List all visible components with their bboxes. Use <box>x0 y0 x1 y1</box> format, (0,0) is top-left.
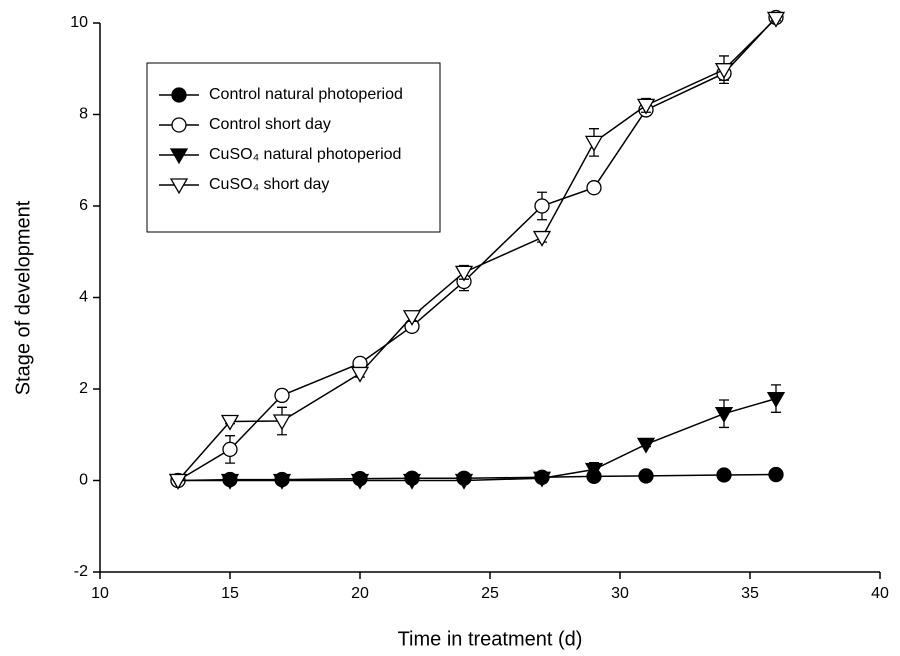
x-tick-label: 30 <box>611 585 629 602</box>
x-tick-label: 10 <box>91 585 109 602</box>
x-tick-label: 20 <box>351 585 369 602</box>
y-tick-label: 8 <box>79 106 88 123</box>
data-point <box>220 414 240 431</box>
data-point <box>584 135 604 152</box>
legend-label: CuSO₄ natural photoperiod <box>209 146 401 163</box>
data-point <box>222 441 238 458</box>
data-point <box>768 466 784 483</box>
y-tick-label: -2 <box>74 563 88 580</box>
data-point <box>586 180 602 196</box>
data-point <box>274 387 290 404</box>
data-point <box>220 473 240 490</box>
data-point <box>766 391 786 408</box>
data-point <box>272 414 292 431</box>
data-point <box>638 468 654 484</box>
legend-marker <box>171 117 187 133</box>
legend-label: CuSO₄ short day <box>209 176 329 193</box>
data-point <box>584 462 604 479</box>
data-point <box>716 467 732 483</box>
data-point <box>636 98 656 115</box>
data-point <box>168 473 188 490</box>
legend-marker <box>171 87 187 103</box>
data-point <box>532 230 552 247</box>
x-tick-label: 15 <box>221 585 239 602</box>
y-tick-label: 6 <box>79 197 88 214</box>
data-point <box>636 437 656 454</box>
data-point <box>402 310 422 327</box>
data-point <box>350 366 370 383</box>
data-point <box>534 198 550 214</box>
y-axis-title: Stage of development <box>12 200 34 395</box>
x-axis-title: Time in treatment (d) <box>398 628 583 650</box>
x-tick-label: 35 <box>741 585 759 602</box>
y-tick-label: 10 <box>70 14 88 31</box>
legend-label: Control short day <box>209 116 331 133</box>
y-tick-label: 4 <box>79 289 88 306</box>
legend-label: Control natural photoperiod <box>209 86 403 103</box>
legend-box <box>146 62 441 233</box>
legend-marker <box>169 148 189 165</box>
data-point <box>532 471 552 488</box>
data-point <box>454 265 474 282</box>
data-point <box>402 473 422 490</box>
data-point <box>272 473 292 490</box>
data-point <box>714 407 734 424</box>
x-tick-label: 40 <box>871 585 889 602</box>
y-tick-label: 0 <box>79 472 88 489</box>
legend-marker <box>169 178 189 195</box>
y-tick-label: 2 <box>79 380 88 397</box>
data-point <box>454 473 474 490</box>
data-point <box>766 11 786 28</box>
data-point <box>350 473 370 490</box>
data-point <box>714 63 734 79</box>
x-tick-label: 25 <box>481 585 499 602</box>
